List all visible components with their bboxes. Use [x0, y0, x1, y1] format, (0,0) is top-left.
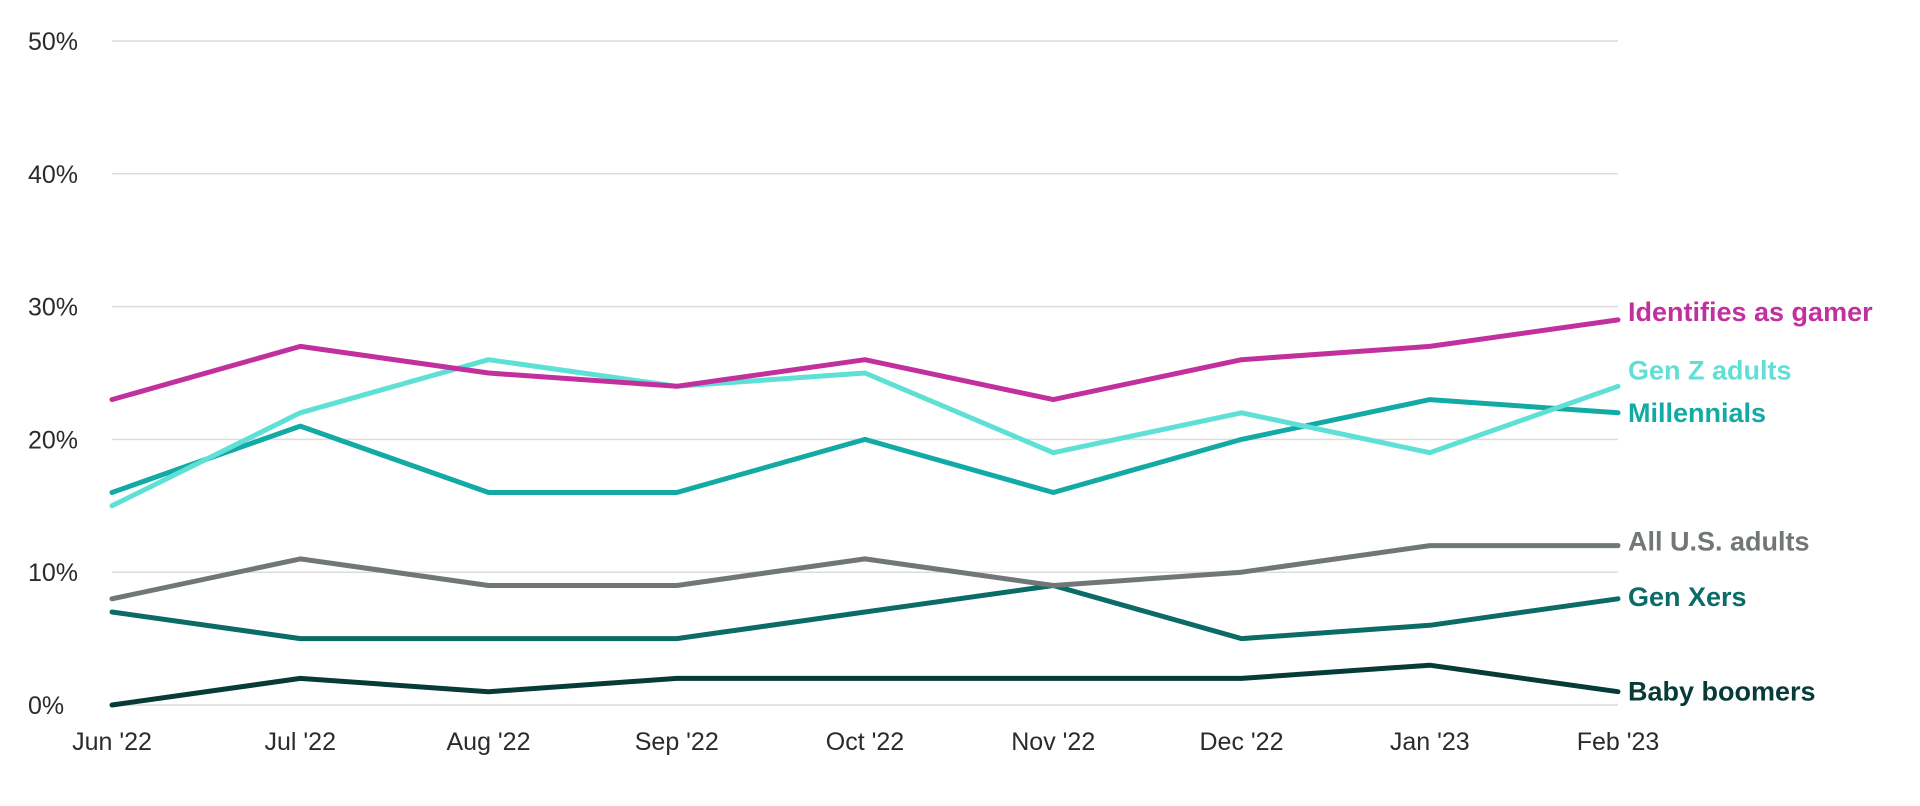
x-tick-label-oct-22: Oct '22 — [826, 728, 904, 756]
y-tick-label-20: 20% — [28, 426, 78, 454]
series-line-all-u-s-adults — [109, 543, 1621, 602]
series-line-gen-xers — [109, 583, 1621, 642]
series-label-baby-boomers: Baby boomers — [1628, 677, 1816, 707]
y-tick-label-50: 50% — [28, 28, 78, 56]
series-lines — [109, 317, 1621, 708]
x-tick-label-jun-22: Jun '22 — [72, 728, 152, 756]
series-line-millennials — [109, 397, 1621, 495]
y-tick-label-40: 40% — [28, 161, 78, 189]
x-axis-tick-labels: Jun '22 Jul '22 Aug '22 Sep '22 Oct '22 Nov '… — [72, 728, 1659, 756]
series-label-identifies-as-gamer: Identifies as gamer — [1628, 297, 1873, 327]
x-tick-label-jul-22: Jul '22 — [265, 728, 336, 756]
series-label-all-u-s-adults: All U.S. adults — [1628, 527, 1810, 557]
series-line-baby-boomers — [109, 662, 1621, 708]
x-tick-label-feb-23: Feb '23 — [1577, 728, 1660, 756]
y-tick-label-0: 0% — [28, 692, 64, 720]
series-label-gen-xers: Gen Xers — [1628, 582, 1747, 612]
x-tick-label-jan-23: Jan '23 — [1390, 728, 1470, 756]
y-axis-tick-labels: 0% 10% 20% 30% 40% 50% — [28, 28, 78, 720]
x-tick-label-aug-22: Aug '22 — [446, 728, 530, 756]
series-labels: Identifies as gamer Gen Z adults Millennia… — [1628, 297, 1873, 707]
x-tick-label-nov-22: Nov '22 — [1011, 728, 1095, 756]
series-label-gen-z-adults: Gen Z adults — [1628, 355, 1792, 385]
y-tick-label-30: 30% — [28, 294, 78, 322]
series-line-identifies-as-gamer — [109, 317, 1621, 403]
x-tick-label-sep-22: Sep '22 — [635, 728, 719, 756]
series-line-gen-z-adults — [109, 357, 1621, 509]
x-tick-label-dec-22: Dec '22 — [1200, 728, 1284, 756]
series-label-millennials: Millennials — [1628, 398, 1766, 428]
y-tick-label-10: 10% — [28, 559, 78, 587]
